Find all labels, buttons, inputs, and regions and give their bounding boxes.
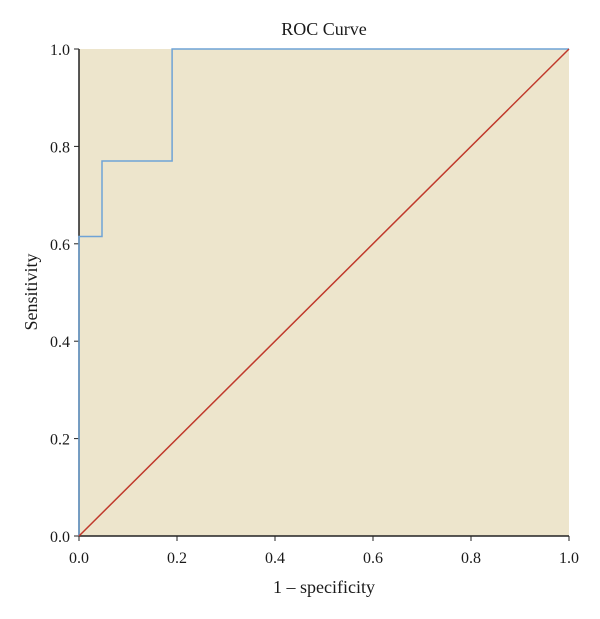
y-tick-label: 0.0 <box>50 529 70 546</box>
x-tick-label: 0.2 <box>167 550 187 567</box>
x-tick-label: 0.0 <box>69 550 89 567</box>
x-axis-label: 1 – specificity <box>273 577 375 597</box>
y-axis-label: Sensitivity <box>21 253 41 330</box>
x-tick-label: 1.0 <box>559 550 579 567</box>
roc-curve-line <box>78 48 569 536</box>
x-tick-label: 0.4 <box>265 550 285 567</box>
x-tick-label: 0.6 <box>363 550 383 567</box>
y-tick-label: 0.8 <box>50 139 70 156</box>
y-tick-label: 0.4 <box>50 334 70 351</box>
y-tick-label: 1.0 <box>50 42 70 59</box>
y-tick-label: 0.2 <box>50 432 70 449</box>
x-tick-label: 0.8 <box>461 550 481 567</box>
y-tick-label: 0.6 <box>50 237 70 254</box>
chart-title: ROC Curve <box>281 19 367 39</box>
reference-diagonal-line <box>78 48 570 537</box>
